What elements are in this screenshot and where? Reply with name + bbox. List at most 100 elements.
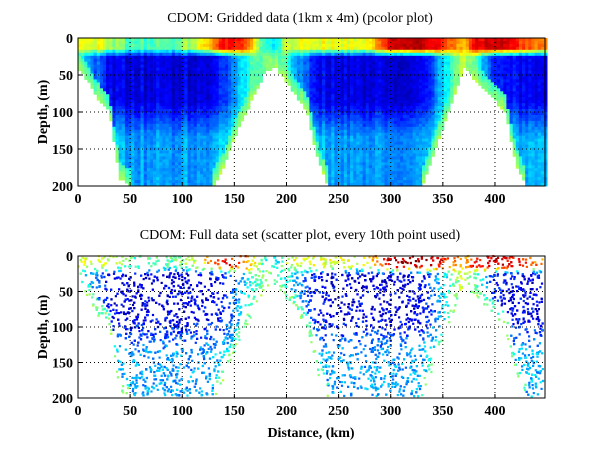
pcolor-cell xyxy=(149,156,154,160)
pcolor-cell xyxy=(306,85,310,89)
pcolor-cell xyxy=(509,38,514,42)
pcolor-cell xyxy=(375,64,379,68)
pcolor-cell xyxy=(178,97,182,101)
pcolor-cell xyxy=(493,67,498,71)
pcolor-cell xyxy=(506,55,510,60)
pcolor-cell xyxy=(325,156,329,160)
pcolor-cell xyxy=(196,132,201,137)
pcolor-cell xyxy=(137,153,141,157)
pcolor-cell xyxy=(468,55,473,60)
pcolor-cell xyxy=(312,91,316,95)
pcolor-cell xyxy=(209,132,213,137)
pcolor-cell xyxy=(443,112,448,116)
pcolor-cell xyxy=(221,126,226,131)
pcolor-cell xyxy=(149,46,154,51)
pcolor-cell xyxy=(212,85,216,89)
pcolor-cell xyxy=(403,64,407,68)
pcolor-cell xyxy=(265,43,270,48)
pcolor-cell xyxy=(378,117,382,122)
pcolor-cell xyxy=(293,55,298,60)
pcolor-cell xyxy=(168,150,173,154)
pcolor-cell xyxy=(162,156,166,160)
pcolor-cell xyxy=(296,82,301,86)
pcolor-cell xyxy=(393,112,398,116)
pcolor-cell xyxy=(159,141,163,145)
pcolor-cell xyxy=(121,38,126,42)
pcolor-cell xyxy=(484,82,488,86)
pcolor-cell xyxy=(393,135,398,140)
pcolor-cell xyxy=(278,64,282,68)
pcolor-cell xyxy=(368,88,373,92)
pcolor-cell xyxy=(450,49,454,54)
pcolor-cell xyxy=(418,46,423,51)
pcolor-cell xyxy=(412,43,417,48)
pcolor-cell xyxy=(422,138,426,142)
pcolor-cell xyxy=(400,52,404,57)
pcolor-cell xyxy=(434,88,438,92)
pcolor-cell xyxy=(359,79,363,83)
pcolor-cell xyxy=(225,126,229,131)
pcolor-cell xyxy=(162,180,166,184)
pcolor-cell xyxy=(265,52,270,57)
pcolor-cell xyxy=(225,61,229,66)
pcolor-cell xyxy=(190,79,195,83)
pcolor-cell xyxy=(159,123,163,128)
pcolor-cell xyxy=(156,46,160,51)
pcolor-cell xyxy=(96,46,101,51)
pcolor-cell xyxy=(300,94,304,98)
pcolor-cell xyxy=(237,117,241,122)
pcolor-cell xyxy=(400,153,404,157)
pcolor-cell xyxy=(390,91,395,95)
pcolor-cell xyxy=(431,112,435,116)
pcolor-cell xyxy=(387,132,392,137)
pcolor-cell xyxy=(124,103,129,107)
pcolor-cell xyxy=(306,76,310,80)
pcolor-cell xyxy=(234,82,238,86)
pcolor-cell xyxy=(149,106,154,110)
pcolor-cell xyxy=(178,109,182,113)
pcolor-cell xyxy=(271,38,276,42)
pcolor-cell xyxy=(393,73,398,77)
pcolor-cell xyxy=(118,126,123,131)
pcolor-cell xyxy=(90,61,94,66)
pcolor-cell xyxy=(375,180,379,184)
pcolor-cell xyxy=(397,97,401,101)
pcolor-cell xyxy=(121,141,126,145)
pcolor-cell xyxy=(184,135,188,140)
pcolor-cell xyxy=(443,91,448,95)
pcolor-cell xyxy=(212,88,216,92)
pcolor-cell xyxy=(168,123,173,128)
pcolor-cell xyxy=(131,147,135,151)
pcolor-cell xyxy=(375,141,379,145)
pcolor-cell xyxy=(365,126,370,131)
pcolor-cell xyxy=(403,156,407,160)
pcolor-cell xyxy=(321,94,326,98)
pcolor-cell xyxy=(365,52,370,57)
pcolor-cell xyxy=(206,123,210,128)
pcolor-cell xyxy=(418,150,423,154)
pcolor-cell xyxy=(346,135,351,140)
pcolor-cell xyxy=(365,135,370,140)
pcolor-cell xyxy=(281,55,285,60)
pcolor-cell xyxy=(325,174,329,178)
pcolor-cell xyxy=(165,41,170,45)
pcolor-cell xyxy=(328,112,332,116)
pcolor-cell xyxy=(340,177,345,181)
pcolor-cell xyxy=(412,97,417,101)
pcolor-cell xyxy=(124,94,129,98)
pcolor-cell xyxy=(284,49,288,54)
pcolor-cell xyxy=(381,88,385,92)
pcolor-cell xyxy=(415,174,420,178)
pcolor-cell xyxy=(325,150,329,154)
pcolor-cell xyxy=(153,168,157,172)
pcolor-cell xyxy=(178,129,182,134)
pcolor-cell xyxy=(393,38,398,42)
pcolor-cell xyxy=(268,49,273,54)
pcolor-cell xyxy=(171,144,176,148)
pcolor-cell xyxy=(309,91,313,95)
pcolor-cell xyxy=(509,91,514,95)
pcolor-cell xyxy=(171,115,176,119)
pcolor-cell xyxy=(306,49,310,54)
pcolor-cell xyxy=(303,64,307,68)
pcolor-cell xyxy=(500,103,504,107)
